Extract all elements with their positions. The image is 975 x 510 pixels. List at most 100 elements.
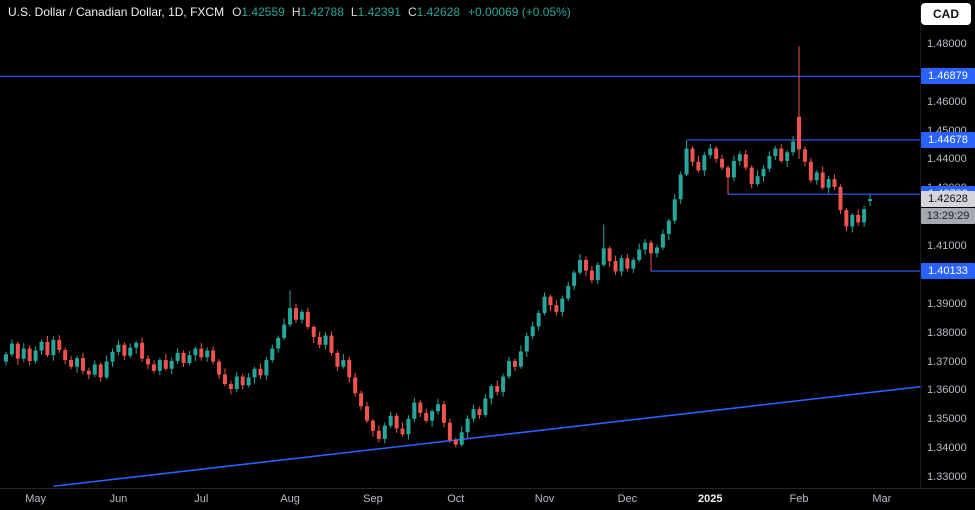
candle-body <box>649 242 654 254</box>
candle-body <box>785 152 790 161</box>
candle-body <box>63 349 68 361</box>
candle-body <box>15 343 20 359</box>
time-axis-label: Mar <box>872 493 892 505</box>
candle-body <box>9 343 14 355</box>
price-axis-label: 1.37000 <box>927 355 967 368</box>
candle-body <box>418 402 423 413</box>
candle-body <box>412 402 417 419</box>
candle-body <box>501 376 506 392</box>
candle-body <box>631 259 636 269</box>
candle-body <box>169 360 174 369</box>
candle-body <box>199 348 204 358</box>
candle-body <box>814 172 819 181</box>
candle-body <box>234 376 239 389</box>
candlestick-chart[interactable] <box>0 0 922 488</box>
candle-body <box>140 342 145 359</box>
candle-body <box>57 339 62 350</box>
candle-body <box>293 308 298 320</box>
candle-body <box>311 326 316 337</box>
candle-body <box>193 348 198 356</box>
candle-body <box>388 415 393 426</box>
candle-body <box>773 148 778 157</box>
candle-body <box>725 167 730 178</box>
candle-body <box>654 247 659 254</box>
price-axis-label: 1.35000 <box>927 413 967 426</box>
candle-body <box>737 154 742 161</box>
candle-body <box>92 364 97 375</box>
last-price-badge: 1.42628 <box>921 191 975 208</box>
candle-body <box>820 172 825 188</box>
ascending-trendline[interactable] <box>53 385 922 488</box>
candle-body <box>441 404 446 423</box>
candle-body <box>222 374 227 385</box>
candle-body <box>75 358 80 367</box>
candle-body <box>708 148 713 156</box>
candle-body <box>45 341 50 356</box>
ohlc-values: O1.42559 H1.42788 L1.42391 C1.42628 <box>232 5 460 19</box>
price-axis-label: 1.48000 <box>927 38 967 50</box>
candle-body <box>27 348 32 361</box>
candle-body <box>802 149 807 162</box>
candle-body <box>288 308 293 325</box>
candle-body <box>868 199 873 202</box>
candle-body <box>459 432 464 445</box>
price-axis[interactable]: 1.33000 1.34000 1.35000 1.36000 1.37000 1.380… <box>920 0 975 488</box>
candle-body <box>4 354 8 362</box>
candle-body <box>382 425 387 439</box>
candle-body <box>530 326 535 337</box>
price-axis-label: 1.41000 <box>927 240 967 253</box>
candle-body <box>33 350 38 361</box>
currency-cad-button[interactable]: CAD <box>921 3 971 25</box>
candle-body <box>714 148 719 159</box>
candle-body <box>560 298 565 312</box>
candle-body <box>465 418 470 433</box>
candle-body <box>211 350 216 362</box>
high-value: H1.42788 <box>291 5 344 19</box>
candle-body <box>329 335 334 353</box>
candle-body <box>335 352 340 367</box>
close-value: C1.42628 <box>407 5 461 19</box>
candle-body <box>175 352 180 361</box>
candle-body <box>518 351 523 367</box>
candle-body <box>512 360 517 367</box>
candle-body <box>110 352 115 362</box>
candle-body <box>554 305 559 312</box>
candle-body <box>104 361 109 378</box>
candle-body <box>743 154 748 168</box>
candle-body <box>252 368 257 378</box>
candle-body <box>779 148 784 161</box>
candle-body <box>205 350 210 358</box>
candle-body <box>436 404 441 412</box>
candle-body <box>217 361 222 375</box>
candle-body <box>276 337 281 349</box>
candle-body <box>134 342 139 348</box>
candle-body <box>163 360 168 369</box>
price-line-badge: 1.44678 <box>921 131 975 148</box>
candle-body <box>702 155 707 171</box>
candle-body <box>80 358 85 371</box>
candle-body <box>595 264 600 281</box>
candle-body <box>696 161 701 171</box>
candle-body <box>524 336 529 352</box>
candle-body <box>749 167 754 185</box>
time-axis[interactable]: May Jun Jul Aug Sep Oct Nov Dec 2025 Feb Mar <box>0 488 975 510</box>
price-axis-label: 1.34000 <box>927 442 967 455</box>
time-axis-label: Oct <box>447 493 465 505</box>
open-value: O1.42559 <box>232 5 285 19</box>
candle-body <box>678 174 683 200</box>
candle-body <box>572 272 577 286</box>
candle-body <box>856 214 861 223</box>
candlestick-series[interactable] <box>4 46 873 448</box>
candle-body <box>767 156 772 169</box>
candle-body <box>122 344 127 356</box>
candle-body <box>542 296 547 314</box>
candle-body <box>844 209 849 227</box>
candle-body <box>400 428 405 435</box>
candle-body <box>187 355 192 363</box>
candle-body <box>637 249 642 260</box>
candle-body <box>613 261 618 272</box>
candle-body <box>684 148 689 175</box>
candle-body <box>299 311 304 320</box>
candle-body <box>850 214 855 227</box>
symbol-title[interactable]: U.S. Dollar / Canadian Dollar, 1D, FXCM <box>8 5 225 19</box>
